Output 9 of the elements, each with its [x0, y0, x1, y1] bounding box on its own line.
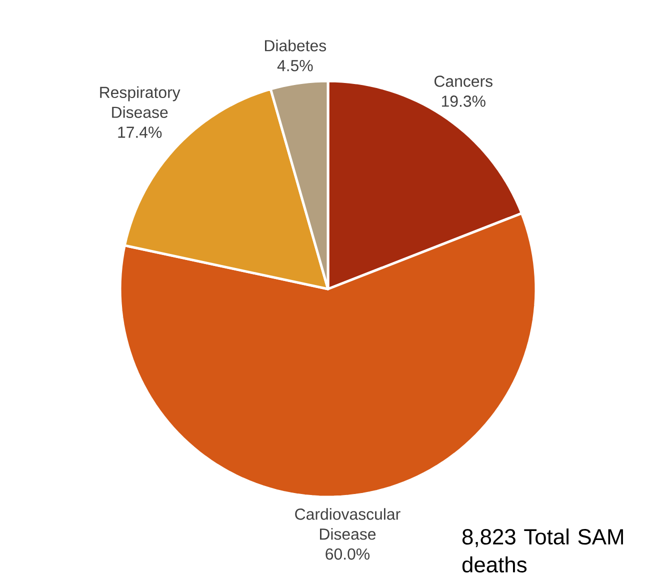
slice-label: Diabetes: [265, 40, 326, 52]
slice-label: Cardiovascular Disease: [295, 508, 400, 540]
data-label: 19.3%: [442, 96, 486, 107]
data-label: 4.5%: [277, 60, 313, 72]
slice-label: Respiratory Disease: [100, 86, 180, 118]
slice-label: Cancers: [434, 76, 492, 87]
data-label: 17.4%: [118, 126, 162, 138]
text: 8,823 Total SAM deaths: [462, 528, 623, 572]
data-label: 60.0%: [326, 548, 370, 560]
